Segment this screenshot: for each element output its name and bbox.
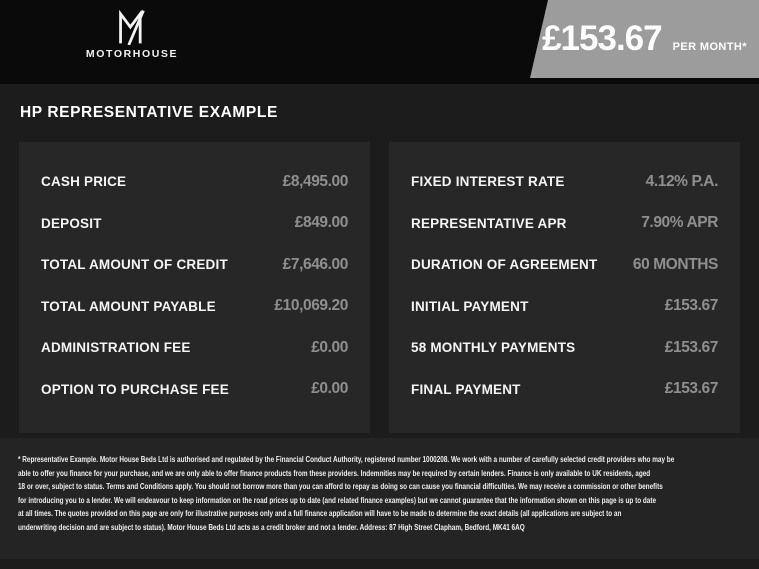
finance-value: £0.00 <box>311 338 348 356</box>
finance-row-monthly-payments: 58 MONTHLY PAYMENTS £153.67 <box>411 327 718 369</box>
finance-panel-right: FIXED INTEREST RATE 4.12% P.A. REPRESENT… <box>389 142 740 433</box>
finance-row-deposit: DEPOSIT £849.00 <box>41 203 348 245</box>
finance-row-option-fee: OPTION TO PURCHASE FEE £0.00 <box>41 369 348 411</box>
finance-label: INITIAL PAYMENT <box>411 298 529 314</box>
finance-label: CASH PRICE <box>41 174 127 190</box>
finance-value: 7.90% APR <box>641 214 718 232</box>
finance-label: ADMINISTRATION FEE <box>41 340 191 356</box>
finance-example-panels: CASH PRICE £8,495.00 DEPOSIT £849.00 TOT… <box>0 142 759 433</box>
disclaimer-line: able to offer you finance for your purch… <box>18 467 651 478</box>
finance-label: FIXED INTEREST RATE <box>411 174 565 190</box>
disclaimer-line: underwriting decision and are subject to… <box>18 521 525 532</box>
site-header: MOTORHOUSE £153.67 PER MONTH* <box>0 0 759 84</box>
finance-value: £10,069.20 <box>274 297 348 315</box>
finance-label: DURATION OF AGREEMENT <box>411 257 598 273</box>
finance-row-apr: REPRESENTATIVE APR 7.90% APR <box>411 203 718 245</box>
finance-row-final-payment: FINAL PAYMENT £153.67 <box>411 369 718 411</box>
finance-label: OPTION TO PURCHASE FEE <box>41 381 229 397</box>
brand-name: MOTORHOUSE <box>85 48 179 60</box>
finance-value: £0.00 <box>311 380 348 398</box>
page-title: HP REPRESENTATIVE EXAMPLE <box>20 104 278 121</box>
legal-footer: * Representative Example. Motor House Be… <box>0 438 759 559</box>
finance-value: £153.67 <box>664 297 719 315</box>
finance-row-duration: DURATION OF AGREEMENT 60 MONTHS <box>411 244 718 286</box>
finance-label: 58 MONTHLY PAYMENTS <box>411 340 576 356</box>
finance-value: £8,495.00 <box>282 172 349 190</box>
finance-row-total-payable: TOTAL AMOUNT PAYABLE £10,069.20 <box>41 286 348 328</box>
finance-row-initial-payment: INITIAL PAYMENT £153.67 <box>411 286 718 328</box>
finance-label: FINAL PAYMENT <box>411 381 521 397</box>
finance-row-total-credit: TOTAL AMOUNT OF CREDIT £7,646.00 <box>41 244 348 286</box>
finance-panel-left: CASH PRICE £8,495.00 DEPOSIT £849.00 TOT… <box>19 142 370 433</box>
motorhouse-m-monogram-icon <box>114 9 150 45</box>
finance-value: £849.00 <box>294 214 349 232</box>
finance-value: £153.67 <box>664 338 719 356</box>
disclaimer-line: at all times. The quotes provided on thi… <box>18 508 622 518</box>
price-period-label: PER MONTH* <box>672 41 747 53</box>
price-banner: £153.67 PER MONTH* <box>530 0 759 78</box>
monthly-price: £153.67 <box>542 19 663 58</box>
motorhouse-logo: MOTORHOUSE <box>85 9 179 60</box>
finance-row-admin-fee: ADMINISTRATION FEE £0.00 <box>41 327 348 369</box>
representative-example-disclaimer: * Representative Example. Motor House Be… <box>18 453 740 534</box>
finance-label: TOTAL AMOUNT OF CREDIT <box>41 257 228 273</box>
finance-value: 4.12% P.A. <box>645 172 719 190</box>
finance-label: DEPOSIT <box>41 215 102 231</box>
finance-row-interest-rate: FIXED INTEREST RATE 4.12% P.A. <box>411 161 718 203</box>
finance-row-cash-price: CASH PRICE £8,495.00 <box>41 161 348 203</box>
finance-value: £7,646.00 <box>282 255 349 273</box>
finance-label: REPRESENTATIVE APR <box>411 215 567 231</box>
finance-value: 60 MONTHS <box>632 255 719 273</box>
disclaimer-line: * Representative Example. Motor House Be… <box>18 454 675 464</box>
finance-label: TOTAL AMOUNT PAYABLE <box>41 298 216 314</box>
disclaimer-line: for introducing you to a lender. We will… <box>18 494 657 505</box>
disclaimer-line: 18 or over, subject to status. Terms and… <box>18 481 663 491</box>
finance-value: £153.67 <box>664 380 719 398</box>
title-band: HP REPRESENTATIVE EXAMPLE <box>0 84 759 142</box>
